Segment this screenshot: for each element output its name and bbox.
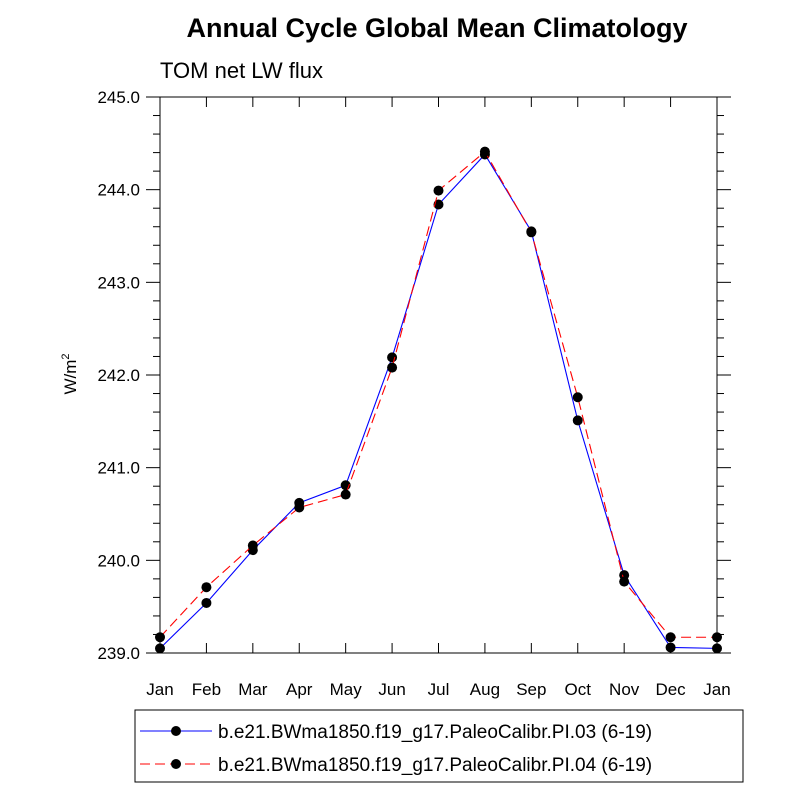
series-2-point [526, 227, 537, 238]
series-1-line [159, 153, 718, 649]
y-axis-label-superscript: 2 [60, 353, 72, 359]
x-tick-label: Jun [378, 680, 405, 699]
x-tick-label: May [330, 680, 363, 699]
y-tick-label: 240.0 [97, 551, 140, 570]
x-tick-label: Jan [703, 680, 730, 699]
series-2-point [294, 502, 305, 513]
series-2-point [712, 632, 722, 643]
x-tick-label: Dec [655, 680, 686, 699]
series-2-point [433, 185, 444, 196]
series-2-point [155, 632, 165, 643]
series-2-point [479, 146, 490, 157]
x-tick-label: Oct [565, 680, 592, 699]
x-tick-label: Apr [286, 680, 313, 699]
plot-area-frame [159, 96, 718, 654]
series-2-point [619, 576, 630, 587]
y-axis-label-text: W/m [61, 360, 80, 395]
series-2-point [387, 362, 398, 373]
y-tick-label: 242.0 [97, 366, 140, 385]
series-1-point [712, 643, 722, 654]
legend-marker-2 [171, 759, 181, 769]
series-1-point [572, 415, 583, 426]
y-tick-label: 241.0 [97, 459, 140, 478]
legend-label-2: b.e21.BWma1850.f19_g17.PaleoCalibr.PI.04… [218, 755, 652, 776]
x-tick-label: Mar [238, 680, 268, 699]
x-tick-label: Aug [470, 680, 500, 699]
x-tick-label: Sep [516, 680, 546, 699]
x-tick-label: Jan [146, 680, 173, 699]
axis-ticks: Jan Feb Mar Apr May Jun Jul Aug Sep Oct Nov Dec Jan 2… [97, 88, 731, 699]
x-tick-label: Nov [609, 680, 640, 699]
y-tick-label: 243.0 [97, 273, 140, 292]
series-1-point [155, 643, 165, 654]
series-2 [155, 146, 722, 643]
series-2-point [572, 392, 583, 403]
series-1-point [665, 642, 676, 653]
x-tick-label: Jul [428, 680, 450, 699]
legend-label-1: b.e21.BWma1850.f19_g17.PaleoCalibr.PI.03… [218, 722, 652, 743]
legend-marker-1 [171, 726, 181, 736]
legend-box [134, 709, 744, 783]
x-tick-label: Feb [192, 680, 221, 699]
y-tick-label: 245.0 [97, 88, 140, 107]
series-2-point [340, 489, 351, 500]
series-1-point [201, 597, 212, 608]
chart-title: Annual Cycle Global Mean Climatology [186, 13, 687, 43]
series-1 [155, 149, 722, 654]
series-2-point [247, 540, 258, 551]
y-axis-label: W/m2 [60, 353, 80, 394]
svg-text:W/m2: W/m2 [60, 353, 80, 394]
legend: b.e21.BWma1850.f19_g17.PaleoCalibr.PI.03… [134, 709, 744, 783]
series-2-point [665, 632, 676, 643]
series-1-point [387, 352, 398, 363]
y-tick-label: 239.0 [97, 644, 140, 663]
series-2-point [201, 582, 212, 593]
series-layer [155, 146, 722, 654]
chart-subtitle: TOM net LW flux [160, 58, 323, 83]
y-tick-label: 244.0 [97, 181, 140, 200]
series-2-line [159, 150, 717, 638]
